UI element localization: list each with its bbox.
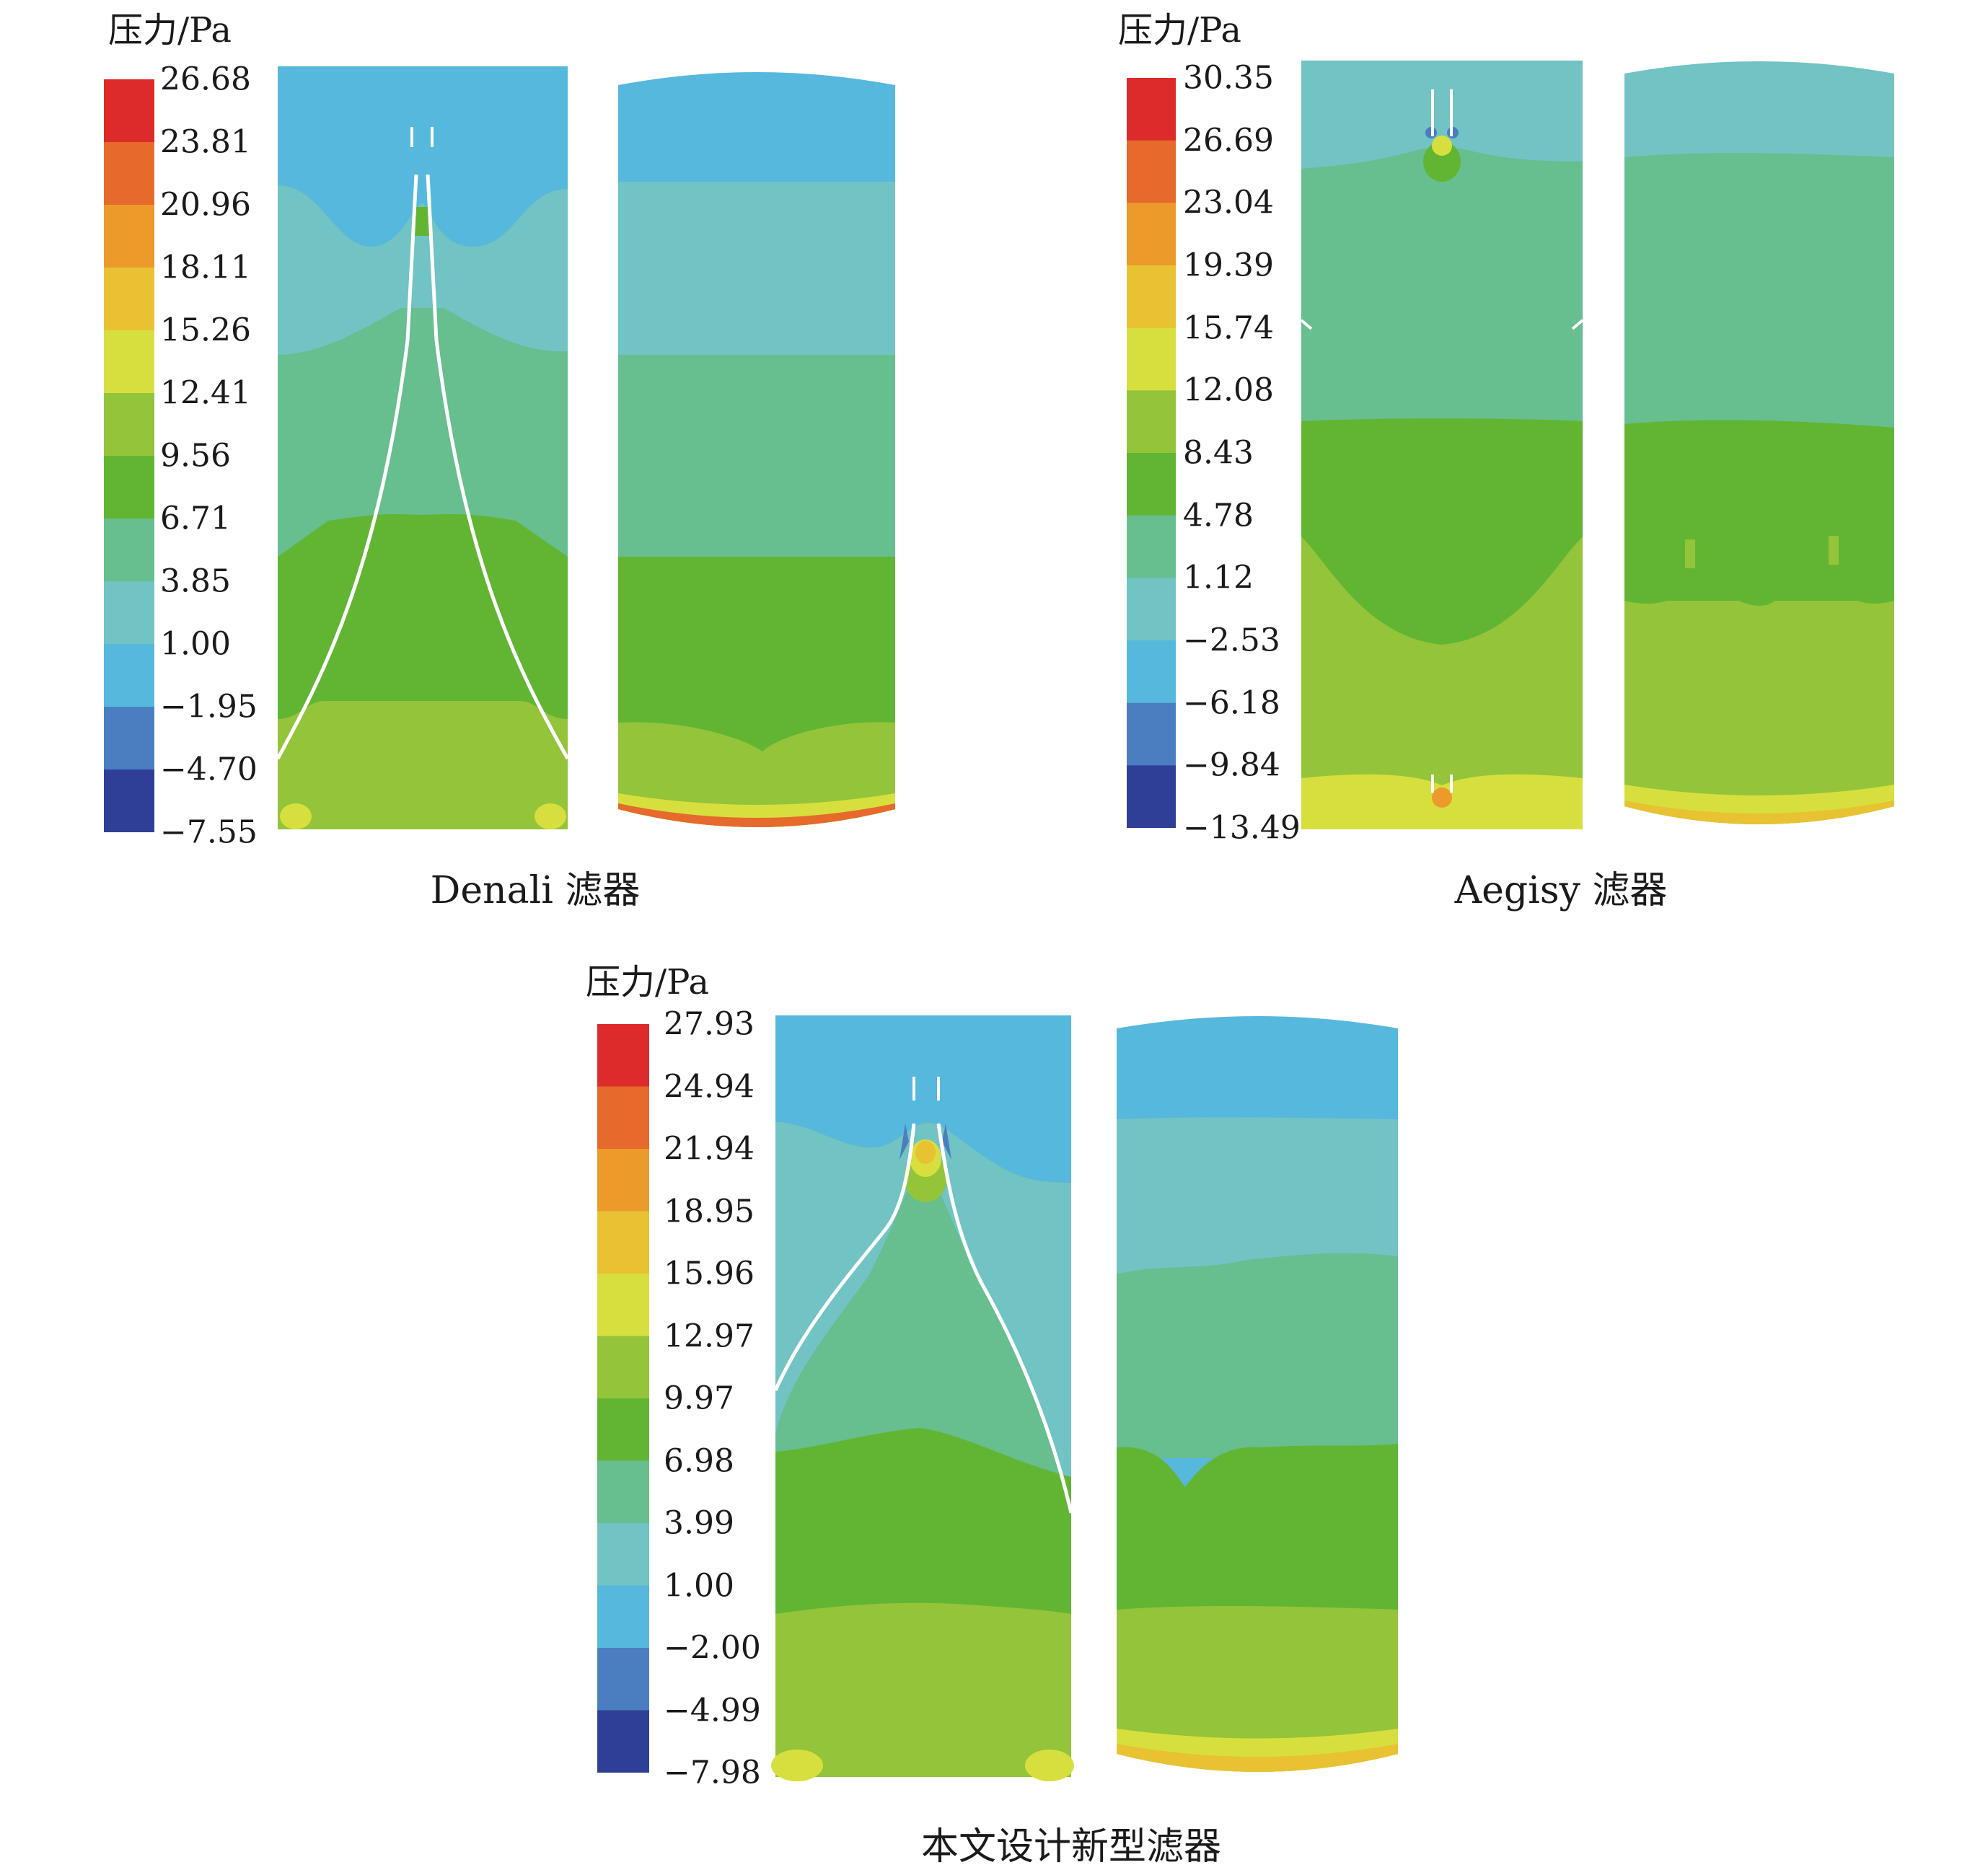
caption-novel: 本文设计新型滤器 — [920, 1825, 1222, 1869]
scale-band — [1127, 78, 1176, 141]
scale-band — [104, 142, 154, 206]
scale-tick-label: 3.85 — [160, 563, 231, 600]
scale-tick-label: −7.98 — [664, 1754, 761, 1791]
scale-tick-label: 9.56 — [160, 437, 231, 475]
scale-tick-label: 20.96 — [160, 186, 251, 224]
scale-tick-label: 8.43 — [1183, 434, 1254, 472]
scale-tick-label: 18.11 — [160, 249, 251, 286]
color-scale-bar — [1127, 78, 1176, 828]
scale-tick-label: 19.39 — [1183, 247, 1274, 284]
scale-band — [104, 393, 154, 457]
scale-band — [1127, 702, 1176, 766]
scale-band — [1127, 453, 1176, 516]
caption-denali: Denali 滤器 — [430, 869, 641, 912]
scale-band — [597, 1211, 649, 1274]
scale-band — [597, 1398, 649, 1461]
scale-tick-label: −4.99 — [664, 1692, 761, 1729]
scale-tick-label: 21.94 — [664, 1130, 755, 1168]
scale-band — [597, 1274, 649, 1336]
scale-band — [104, 268, 154, 331]
color-scale-bar — [597, 1024, 649, 1773]
scale-band — [1127, 203, 1176, 266]
scale-band — [597, 1336, 649, 1399]
scale-band — [597, 1149, 649, 1212]
scale-tick-label: −7.55 — [160, 813, 258, 851]
scale-tick-label: 6.98 — [664, 1442, 734, 1479]
cross-section-view — [1300, 61, 1584, 829]
scale-band — [104, 205, 154, 268]
side-view — [618, 72, 895, 827]
scale-band — [597, 1024, 649, 1087]
cross-section-view — [276, 66, 570, 829]
scale-band — [597, 1648, 649, 1711]
scale-band — [597, 1523, 649, 1586]
scale-band — [1127, 640, 1176, 704]
scale-band — [104, 707, 154, 770]
scale-tick-label: 9.97 — [664, 1380, 734, 1417]
scale-tick-label: −4.70 — [160, 751, 258, 788]
scale-band — [597, 1710, 649, 1773]
scale-band — [597, 1585, 649, 1649]
scale-band — [597, 1460, 649, 1524]
scale-tick-label: −2.00 — [664, 1629, 761, 1667]
scale-tick-label: 1.00 — [664, 1567, 734, 1604]
scale-band — [1127, 390, 1176, 454]
unit-label: 压力/Pa — [108, 10, 232, 50]
unit-label: 压力/Pa — [1118, 10, 1241, 50]
scale-tick-label: 23.81 — [160, 123, 251, 161]
scale-band — [104, 330, 154, 394]
side-view — [1117, 1016, 1398, 1772]
scale-tick-label: 27.93 — [664, 1005, 755, 1043]
scale-band — [104, 581, 154, 645]
scale-tick-label: −9.84 — [1183, 746, 1280, 784]
scale-tick-label: −2.53 — [1183, 622, 1280, 659]
scale-tick-label: −6.18 — [1183, 684, 1280, 722]
scale-band — [104, 644, 154, 707]
caption-aegisy: Aegisy 滤器 — [1454, 869, 1668, 912]
scale-tick-label: 1.12 — [1183, 559, 1254, 596]
scale-band — [1127, 327, 1176, 391]
scale-tick-label: 4.78 — [1183, 497, 1254, 534]
cross-section-view — [771, 1015, 1074, 1781]
scale-tick-label: 15.74 — [1183, 309, 1274, 347]
scale-tick-label: 18.95 — [664, 1193, 755, 1230]
scale-tick-label: 26.69 — [1183, 122, 1274, 159]
scale-band — [1127, 265, 1176, 329]
scale-tick-label: −1.95 — [160, 688, 258, 725]
scale-band — [104, 769, 154, 832]
scale-tick-label: 12.41 — [160, 374, 251, 412]
color-scale-bar — [104, 79, 154, 832]
scale-band — [104, 79, 154, 143]
scale-band — [597, 1086, 649, 1150]
unit-label: 压力/Pa — [586, 962, 709, 1002]
scale-band — [1127, 578, 1176, 641]
scale-tick-label: 3.99 — [664, 1504, 734, 1542]
scale-band — [104, 519, 154, 582]
scale-band — [104, 456, 154, 519]
scale-tick-label: 6.71 — [160, 500, 231, 537]
scale-tick-label: 30.35 — [1183, 59, 1274, 97]
scale-tick-label: −13.49 — [1183, 809, 1301, 847]
scale-tick-label: 12.97 — [664, 1318, 755, 1354]
scale-tick-label: 23.04 — [1183, 184, 1274, 221]
scale-tick-label: 24.94 — [664, 1068, 755, 1105]
scale-tick-label: 1.00 — [160, 625, 231, 663]
scale-band — [1127, 765, 1176, 828]
scale-tick-label: 15.26 — [160, 312, 251, 349]
scale-band — [1127, 140, 1176, 203]
scale-tick-label: 26.68 — [160, 61, 251, 98]
scale-tick-label: 15.96 — [664, 1255, 755, 1292]
scale-band — [1127, 515, 1176, 578]
scale-tick-label: 12.08 — [1183, 371, 1274, 409]
side-view — [1624, 61, 1894, 824]
